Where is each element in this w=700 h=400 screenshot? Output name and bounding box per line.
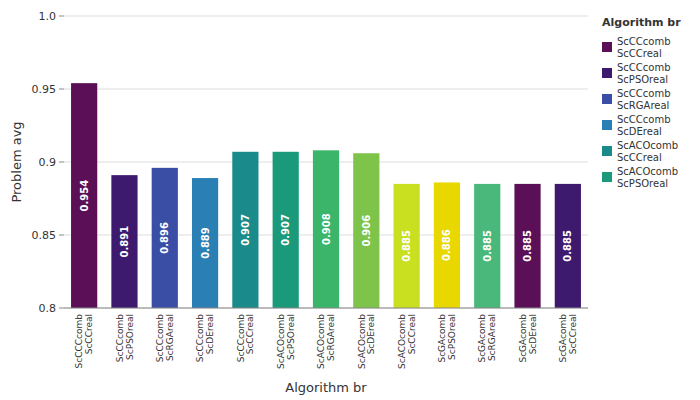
data-label: 0.906	[361, 215, 372, 247]
legend-swatch	[602, 120, 612, 130]
bars	[71, 83, 581, 308]
legend-title: Algorithm br	[602, 16, 681, 29]
x-tick-label: ScACOcombScRGAreal	[316, 314, 336, 369]
data-label: 0.885	[401, 230, 412, 262]
grid-line	[64, 89, 588, 90]
bar	[192, 178, 218, 308]
data-label: 0.907	[280, 214, 291, 246]
y-tick-label: 0.8	[39, 302, 57, 315]
legend-label: ScCCcombScPSOreal	[617, 62, 671, 85]
bar	[313, 150, 339, 308]
x-tick-label: ScCCcombScPSOreal	[115, 314, 135, 362]
x-tick-label: ScCCcombScCCreal	[236, 314, 256, 362]
grid-line	[64, 308, 588, 309]
legend-label: ScCCcombScRGAreal	[617, 88, 671, 111]
data-label: 0.896	[159, 222, 170, 254]
x-tick-label: ScCCCcombScCCreal	[74, 314, 94, 369]
y-tick-label: 0.85	[32, 229, 57, 242]
bar	[152, 168, 178, 308]
legend-label: ScCCcombScCCreal	[617, 36, 671, 59]
data-label: 0.907	[240, 214, 251, 246]
x-tick-label: ScGAcombScPSOreal	[437, 314, 457, 363]
bar	[273, 152, 299, 308]
chart: 0.80.850.90.951.00.9540.8910.8960.8890.9…	[0, 0, 700, 400]
bar	[394, 184, 420, 308]
data-label: 0.891	[119, 226, 130, 258]
x-tick-label: ScACOcombScDEreal	[357, 314, 377, 369]
data-label: 0.889	[200, 227, 211, 259]
y-tick	[59, 89, 64, 90]
legend-swatch	[602, 68, 612, 78]
data-label: 0.885	[522, 230, 533, 262]
y-tick-label: 0.95	[32, 83, 57, 96]
y-tick	[59, 16, 64, 17]
x-axis-line	[64, 308, 588, 309]
x-tick-label: ScGAcombScDEreal	[518, 314, 538, 363]
x-tick-label: ScGAcombScCCreal	[558, 314, 578, 363]
x-tick-label: ScCCcombScRGAreal	[155, 314, 175, 362]
y-tick-label: 1.0	[39, 10, 57, 23]
legend-swatch	[602, 94, 612, 104]
bar	[434, 182, 460, 308]
bar	[71, 83, 97, 308]
data-label: 0.954	[79, 180, 90, 212]
grid-line	[64, 16, 588, 17]
y-tick	[59, 308, 64, 309]
x-tick-label: ScGAcombScRGAreal	[477, 314, 497, 363]
bar	[474, 184, 500, 308]
bar	[232, 152, 258, 308]
bar	[514, 184, 540, 308]
bar	[353, 153, 379, 308]
legend: Algorithm br ScCCcombScCCreal ScCCcombScPS…	[602, 16, 681, 188]
data-labels: 0.954 0.891 0.896 0.889 0.907 0.907 0.908 0.906…	[79, 180, 574, 262]
data-label: 0.885	[482, 230, 493, 262]
data-label: 0.908	[321, 213, 332, 245]
data-label: 0.885	[562, 230, 573, 262]
x-tick-label: ScACOcombScPSOreal	[276, 314, 296, 369]
y-tick	[59, 235, 64, 236]
legend-swatch	[602, 172, 612, 182]
bar	[111, 175, 137, 308]
x-tick-label: ScCCcombScDEreal	[195, 314, 215, 362]
y-tick	[59, 162, 64, 163]
y-axis: 0.8 0.85 0.9 0.95 1.0	[32, 10, 65, 315]
bar	[555, 184, 581, 308]
x-axis: ScCCCcombScCCreal ScCCcombScPSOreal ScCCco…	[74, 314, 578, 369]
legend-label: ScACOcombScPSOreal	[617, 166, 678, 189]
x-axis-title: Algorithm br	[285, 380, 367, 395]
legend-swatch	[602, 42, 612, 52]
legend-label: ScCCcombScDEreal	[617, 114, 671, 137]
data-label: 0.886	[441, 229, 452, 261]
x-tick-label: ScACOcombScCCreal	[397, 314, 417, 369]
legend-label: ScACOcombScCCreal	[617, 140, 678, 163]
y-axis-title: Problem avg	[9, 121, 24, 202]
legend-swatch	[602, 146, 612, 156]
y-tick-label: 0.9	[39, 156, 57, 169]
